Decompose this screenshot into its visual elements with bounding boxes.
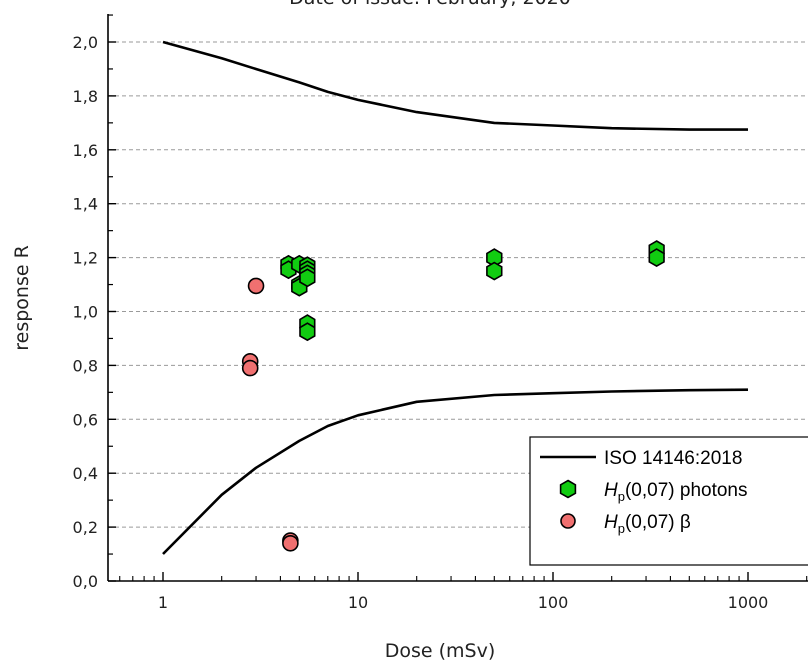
y-tick-label: 0,2: [73, 518, 98, 537]
iso-limit-lines: [162, 40, 749, 555]
y-tick-label: 0,4: [73, 464, 98, 483]
legend-beta-sub: p: [618, 521, 625, 536]
data-points: [241, 240, 665, 552]
x-axis-title: Dose (mSv): [385, 640, 496, 662]
y-tick-label: 2,0: [73, 33, 98, 52]
y-tick-label: 1,2: [73, 249, 98, 268]
beta-point: [282, 534, 299, 552]
y-ticks: 0,0 0,2 0,4 0,6 0,8 1,0 1,2 1,4 1,6 1,8 2,0: [73, 14, 116, 591]
y-tick-label: 1,4: [73, 195, 98, 214]
iso-line-upper: [162, 40, 748, 131]
legend-hexagon-marker: [559, 479, 577, 499]
photon-point: [299, 268, 316, 288]
legend-beta-rest: (0,07) β: [625, 512, 691, 533]
y-tick-label: 1,8: [73, 87, 98, 106]
y-axis-title: response R: [11, 245, 33, 351]
x-tick-label: 10: [348, 593, 368, 612]
legend-label-iso: ISO 14146:2018: [604, 448, 742, 469]
legend: ISO 14146:2018 Hp(0,07) photons Hp(0,07)…: [529, 436, 808, 566]
legend-circle-marker: [560, 513, 576, 529]
legend-label-photons: Hp(0,07) photons: [604, 480, 748, 504]
x-tick-label: 1: [158, 593, 168, 612]
photon-point: [299, 322, 316, 342]
y-tick-label: 1,6: [73, 141, 98, 160]
x-ticks: 1 10 100 1000: [119, 572, 808, 612]
beta-point: [241, 359, 259, 377]
photon-point: [648, 248, 665, 268]
x-tick-label: 1000: [728, 593, 769, 612]
y-tick-label: 0,0: [73, 572, 98, 591]
legend-photons-rest: (0,07) photons: [625, 480, 748, 501]
y-tick-label: 0,8: [73, 356, 98, 375]
legend-photons-main: H: [604, 480, 618, 501]
beta-point: [247, 277, 265, 295]
legend-photons-sub: p: [618, 489, 625, 504]
y-tick-label: 1,0: [73, 303, 98, 322]
legend-label-beta: Hp(0,07) β: [604, 512, 691, 536]
legend-beta-main: H: [604, 512, 618, 533]
x-tick-label: 100: [538, 593, 569, 612]
iso-line-lower: [162, 388, 749, 555]
legend-box: [529, 436, 808, 566]
chart-title: Date of issue: February, 2020: [289, 0, 571, 9]
photon-point: [486, 261, 503, 281]
y-tick-label: 0,6: [73, 410, 98, 429]
